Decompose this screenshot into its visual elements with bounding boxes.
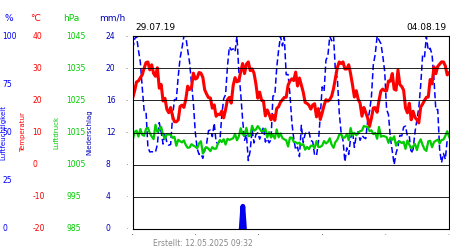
Text: 995: 995 <box>67 192 81 201</box>
Text: °C: °C <box>31 14 41 23</box>
Text: 1005: 1005 <box>67 160 86 169</box>
Text: 20: 20 <box>106 64 115 73</box>
Text: 1015: 1015 <box>67 128 86 137</box>
Text: 75: 75 <box>2 80 12 89</box>
Text: 0: 0 <box>32 160 37 169</box>
Text: 0: 0 <box>106 224 111 233</box>
Text: 04.08.19: 04.08.19 <box>407 24 447 32</box>
Text: 20: 20 <box>32 96 42 105</box>
Text: 25: 25 <box>2 176 12 185</box>
Text: mm/h: mm/h <box>99 14 125 23</box>
Text: %: % <box>4 14 13 23</box>
Text: 1035: 1035 <box>67 64 86 73</box>
Text: 1045: 1045 <box>67 32 86 41</box>
Text: 12: 12 <box>106 128 115 137</box>
Text: 8: 8 <box>106 160 111 169</box>
Text: Luftdruck: Luftdruck <box>53 116 59 149</box>
Text: Niederschlag: Niederschlag <box>86 110 92 155</box>
Text: Temperatur: Temperatur <box>20 112 27 152</box>
Text: 29.07.19: 29.07.19 <box>135 24 175 32</box>
Text: Luftfeuchtigkeit: Luftfeuchtigkeit <box>0 105 7 160</box>
Text: 40: 40 <box>32 32 42 41</box>
Text: -10: -10 <box>32 192 45 201</box>
Text: 1025: 1025 <box>67 96 86 105</box>
Text: 100: 100 <box>2 32 17 41</box>
Text: 10: 10 <box>32 128 42 137</box>
Text: Erstellt: 12.05.2025 09:32: Erstellt: 12.05.2025 09:32 <box>153 238 252 248</box>
Text: 24: 24 <box>106 32 115 41</box>
Text: hPa: hPa <box>63 14 79 23</box>
Text: 16: 16 <box>106 96 115 105</box>
Text: 985: 985 <box>67 224 81 233</box>
Text: 0: 0 <box>2 224 7 233</box>
Text: 30: 30 <box>32 64 42 73</box>
Text: 4: 4 <box>106 192 111 201</box>
Text: 50: 50 <box>2 128 12 137</box>
Text: -20: -20 <box>32 224 45 233</box>
